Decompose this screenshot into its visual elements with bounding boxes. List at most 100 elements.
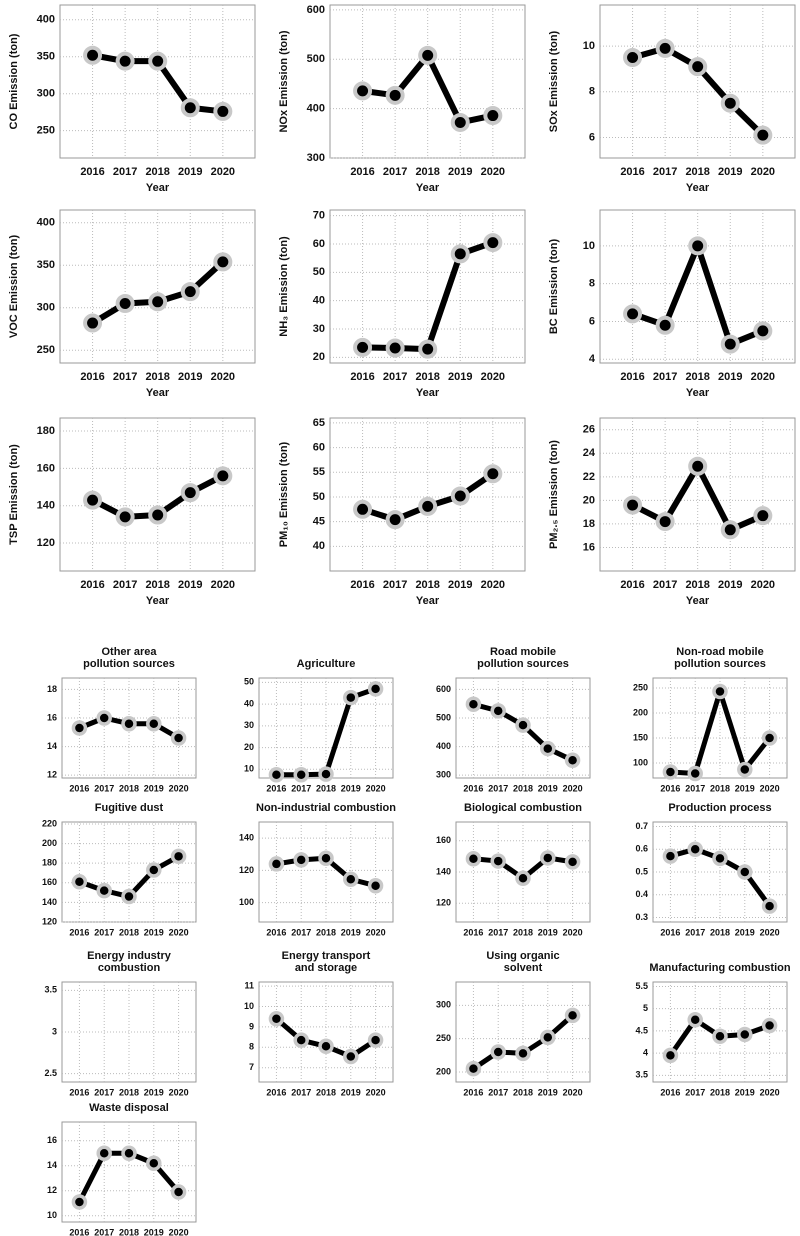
x-tick-label: 2019 [735, 783, 755, 793]
x-tick-label: 2020 [751, 371, 775, 383]
x-tick-label: 2020 [760, 783, 780, 793]
x-tick-label: 2016 [463, 783, 483, 793]
data-point [367, 1032, 384, 1048]
y-tick-label: 400 [307, 103, 325, 115]
data-point [418, 45, 438, 65]
x-tick-label: 2020 [366, 927, 386, 937]
y-tick-label: 100 [239, 897, 254, 907]
y-tick-label: 0.3 [635, 912, 648, 922]
data-point [83, 490, 103, 510]
data-point [170, 730, 187, 746]
data-point [293, 766, 309, 783]
data-point [121, 1145, 137, 1161]
y-tick-label: 250 [37, 344, 55, 356]
x-tick-label: 2018 [119, 783, 139, 793]
y-tick-label: 300 [436, 770, 451, 780]
data-point [490, 1044, 506, 1060]
x-tick-label: 2017 [291, 783, 311, 793]
y-tick-label: 120 [37, 537, 55, 549]
data-point [213, 466, 233, 486]
data-point [148, 292, 168, 312]
data-point [450, 112, 470, 132]
x-axis-label: Year [416, 595, 440, 607]
data-point [490, 703, 506, 719]
chart-title: Energy industry [87, 950, 172, 962]
data-point [465, 1060, 482, 1077]
x-tick-label: 2016 [463, 927, 483, 937]
x-tick-label: 2019 [538, 1087, 558, 1097]
data-point [623, 495, 643, 515]
y-tick-label: 14 [47, 741, 57, 751]
data-point [115, 507, 135, 527]
data-point [761, 730, 778, 746]
x-tick-label: 2020 [211, 166, 235, 178]
x-tick-label: 2016 [620, 166, 644, 178]
y-tick-label: 16 [47, 712, 57, 722]
x-tick-label: 2019 [538, 783, 558, 793]
x-tick-label: 2020 [169, 783, 189, 793]
y-tick-label: 4.5 [635, 1025, 648, 1035]
y-tick-label: 8 [589, 278, 595, 290]
x-tick-label: 2020 [563, 1087, 583, 1097]
chart-title: Non-industrial combustion [256, 802, 396, 814]
data-point [737, 1026, 753, 1043]
data-point [450, 244, 470, 264]
y-tick-label: 140 [239, 833, 254, 843]
data-point [761, 1017, 778, 1034]
x-tick-label: 2017 [685, 1087, 705, 1097]
x-tick-label: 2020 [751, 166, 775, 178]
x-tick-label: 2018 [710, 927, 730, 937]
y-axis-label: PM₁₀ Emission (ton) [278, 441, 290, 547]
x-tick-label: 2018 [685, 371, 709, 383]
chart-title: pollution sources [477, 658, 569, 670]
x-tick-label: 2016 [660, 927, 680, 937]
x-tick-label: 2016 [69, 1087, 89, 1097]
y-tick-label: 6 [589, 131, 595, 143]
data-point [180, 282, 200, 302]
y-axis-label: NH₃ Emission (ton) [278, 236, 290, 337]
data-point [83, 313, 103, 333]
y-tick-label: 140 [37, 500, 55, 512]
y-tick-label: 600 [436, 684, 451, 694]
x-tick-label: 2019 [144, 783, 164, 793]
data-point [115, 294, 135, 313]
y-tick-label: 30 [244, 720, 254, 730]
x-tick-label: 2019 [448, 579, 472, 591]
x-tick-label: 2017 [488, 927, 508, 937]
chart-title: Manufacturing combustion [649, 962, 790, 974]
x-tick-label: 2017 [291, 1087, 311, 1097]
chart-title: and storage [295, 962, 357, 974]
x-tick-label: 2016 [620, 579, 644, 591]
chart-title: Fugitive dust [95, 802, 164, 814]
data-point [688, 236, 708, 256]
x-tick-label: 2020 [751, 579, 775, 591]
chart-title: Using organic [486, 950, 559, 962]
x-tick-label: 2019 [448, 371, 472, 383]
data-point [540, 1029, 556, 1046]
x-tick-label: 2017 [291, 927, 311, 937]
x-tick-label: 2018 [119, 927, 139, 937]
y-tick-label: 7 [249, 1062, 254, 1072]
y-tick-label: 26 [583, 424, 595, 436]
x-tick-label: 2017 [383, 371, 407, 383]
data-point [146, 862, 162, 878]
x-tick-label: 2019 [144, 1087, 164, 1097]
x-tick-label: 2018 [145, 371, 169, 383]
y-tick-label: 50 [244, 677, 254, 687]
data-point [367, 877, 384, 894]
x-tick-label: 2019 [178, 166, 202, 178]
y-tick-label: 160 [42, 877, 57, 887]
y-tick-label: 200 [436, 1066, 451, 1076]
x-tick-label: 2018 [119, 1087, 139, 1097]
y-tick-label: 10 [583, 240, 595, 252]
data-point [343, 689, 359, 706]
x-tick-label: 2019 [538, 927, 558, 937]
y-tick-label: 350 [37, 51, 55, 63]
x-axis-label: Year [416, 387, 440, 399]
y-axis-label: NOx Emission (ton) [278, 30, 290, 132]
plot-frame [329, 417, 526, 572]
x-tick-label: 2020 [211, 579, 235, 591]
y-tick-label: 160 [436, 835, 451, 845]
y-tick-label: 8 [249, 1042, 254, 1052]
y-tick-label: 300 [37, 88, 55, 100]
